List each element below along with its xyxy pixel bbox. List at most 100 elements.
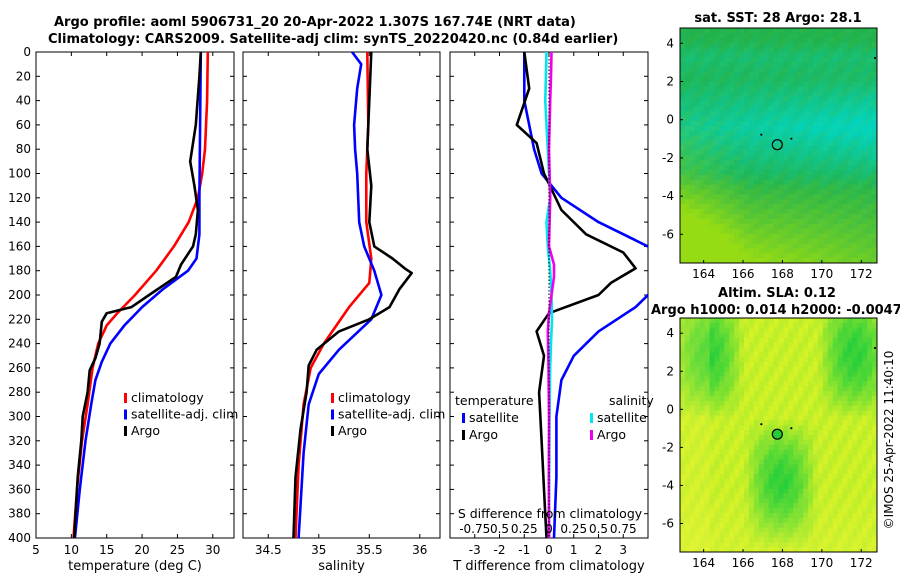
heatmap-cell — [739, 101, 745, 107]
heatmap-cell — [680, 532, 686, 538]
heatmap-cell — [778, 405, 784, 412]
heatmap-cell — [758, 253, 765, 259]
heatmap-cell — [753, 179, 760, 186]
heatmap-cell — [748, 214, 755, 220]
heatmap-cell — [753, 96, 760, 102]
heatmap-cell — [684, 145, 691, 151]
heatmap-cell — [689, 67, 696, 73]
heatmap-cell — [812, 513, 819, 519]
heatmap-cell — [793, 165, 799, 171]
heatmap-cell — [704, 420, 710, 426]
heatmap-cell — [832, 145, 838, 151]
heatmap-cell — [872, 410, 878, 416]
heatmap-cell — [837, 106, 843, 112]
heatmap-cell — [763, 508, 770, 514]
heatmap-cell — [872, 233, 878, 239]
heatmap-cell — [798, 243, 804, 249]
heatmap-cell — [798, 361, 804, 368]
heatmap-cell — [788, 478, 794, 485]
heatmap-cell — [753, 405, 760, 412]
heatmap-cell — [827, 135, 834, 142]
heatmap-cell — [739, 435, 745, 441]
heatmap-cell — [689, 410, 696, 416]
heatmap-cell — [812, 189, 819, 195]
heatmap-cell — [803, 223, 809, 230]
heatmap-cell — [684, 223, 691, 230]
heatmap-cell — [768, 62, 774, 68]
heatmap-cell — [832, 469, 838, 475]
heatmap-cell — [822, 32, 829, 39]
heatmap-cell — [694, 243, 701, 249]
heatmap-cell — [758, 503, 765, 509]
heatmap-cell — [773, 493, 779, 499]
heatmap-cell — [817, 233, 824, 239]
heatmap-cell — [758, 352, 765, 358]
heatmap-cell — [827, 199, 834, 205]
heatmap-cell — [872, 52, 878, 58]
heatmap-cell — [753, 194, 760, 200]
heatmap-cell — [793, 101, 799, 107]
heatmap-cell — [773, 32, 779, 39]
heatmap-cell — [714, 248, 720, 254]
heatmap-cell — [817, 130, 824, 137]
heatmap-cell — [719, 522, 725, 529]
heatmap-cell — [862, 42, 868, 48]
heatmap-cell — [694, 238, 701, 244]
heatmap-cell — [803, 517, 809, 524]
heatmap-cell — [798, 130, 804, 137]
heatmap-cell — [832, 337, 838, 343]
heatmap-cell — [837, 444, 843, 451]
heatmap-cell — [852, 454, 858, 460]
heatmap-cell — [748, 37, 755, 44]
heatmap-cell — [793, 169, 799, 176]
heatmap-cell — [798, 47, 804, 53]
heatmap-cell — [768, 547, 774, 553]
heatmap-cell — [739, 449, 745, 455]
heatmap-cell — [734, 381, 740, 387]
heatmap-cell — [867, 449, 873, 455]
heatmap-cell — [714, 62, 720, 68]
heatmap-cell — [768, 327, 774, 334]
heatmap-cell — [867, 101, 873, 107]
heatmap-cell — [817, 91, 824, 97]
heatmap-cell — [763, 57, 770, 63]
heatmap-cell — [847, 218, 853, 225]
heatmap-cell — [689, 517, 696, 524]
heatmap-cell — [748, 513, 755, 519]
heatmap-cell — [739, 160, 745, 166]
heatmap-cell — [714, 322, 720, 329]
heatmap-cell — [822, 430, 829, 436]
heatmap-cell — [714, 537, 720, 543]
heatmap-cell — [744, 342, 750, 348]
heatmap-cell — [709, 204, 715, 210]
heatmap-cell — [773, 111, 779, 117]
heatmap-cell — [739, 430, 745, 436]
heatmap-cell — [699, 125, 706, 132]
y-tick-label: -6 — [662, 516, 674, 530]
heatmap-cell — [832, 347, 838, 353]
float-dot — [790, 137, 793, 140]
heatmap-cell — [822, 233, 829, 239]
heatmap-cell — [729, 243, 735, 249]
heatmap-cell — [699, 498, 706, 504]
heatmap-cell — [847, 386, 853, 392]
heatmap-cell — [689, 498, 696, 504]
heatmap-cell — [773, 474, 779, 480]
heatmap-cell — [753, 199, 760, 205]
heatmap-cell — [719, 121, 725, 127]
heatmap-cell — [724, 542, 730, 548]
heatmap-cell — [837, 32, 843, 39]
heatmap-cell — [748, 150, 755, 156]
heatmap-cell — [724, 420, 730, 426]
heatmap-cell — [808, 386, 814, 392]
heatmap-cell — [808, 527, 814, 533]
heatmap-cell — [803, 135, 809, 142]
heatmap-cell — [817, 101, 824, 107]
heatmap-cell — [812, 337, 819, 343]
heatmap-cell — [812, 140, 819, 146]
heatmap-cell — [822, 439, 829, 446]
heatmap-cell — [763, 522, 770, 529]
heatmap-cell — [793, 405, 799, 412]
heatmap-cell — [857, 248, 863, 254]
heatmap-cell — [729, 42, 735, 48]
